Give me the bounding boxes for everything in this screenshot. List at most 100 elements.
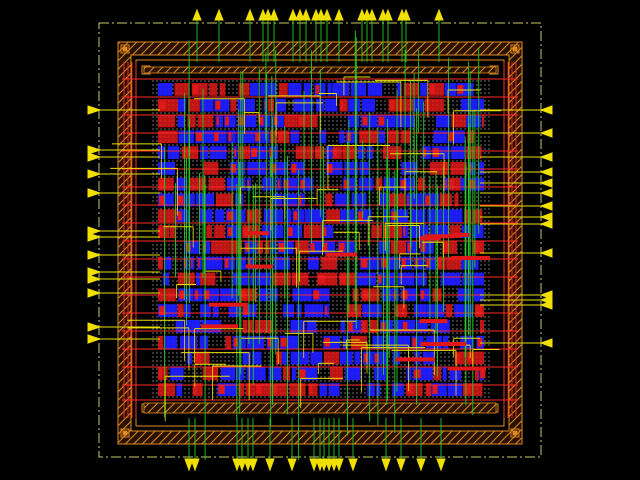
cell-pin [340, 274, 346, 284]
cell-pin [432, 148, 439, 157]
std-cell [197, 114, 214, 128]
wide-wire [452, 232, 470, 237]
cell-pin [322, 227, 327, 236]
pin-top [263, 8, 273, 21]
std-cell [464, 209, 472, 223]
std-cell [284, 114, 298, 128]
std-cell [325, 193, 333, 207]
cell-pin [159, 369, 163, 379]
cell-pin [378, 274, 382, 284]
cell-pin [450, 179, 454, 189]
cell-pin [159, 100, 166, 110]
std-cell [229, 241, 243, 254]
wide-wire [395, 357, 435, 362]
cell-pin [403, 227, 406, 236]
cell-pin [299, 369, 306, 379]
cell-pin [243, 306, 248, 315]
cell-pin [443, 243, 449, 252]
std-cell [424, 98, 445, 112]
cell-pin [283, 179, 289, 189]
cell-pin [269, 148, 273, 157]
cell-pin [414, 369, 421, 379]
cell-pin [455, 353, 460, 363]
std-cell [401, 304, 408, 317]
std-cell [339, 130, 345, 144]
std-cell [347, 114, 360, 128]
std-cell [319, 130, 327, 144]
pin-bottom [416, 458, 426, 472]
std-cell [362, 304, 382, 317]
io-pins[interactable] [87, 8, 553, 472]
std-cell [417, 177, 425, 191]
std-cell [188, 98, 200, 112]
std-cell [273, 193, 282, 207]
cell-pin [363, 353, 368, 363]
pin-left [87, 250, 102, 260]
cell-pin [291, 164, 297, 173]
cell-pin [214, 132, 219, 142]
std-cell [224, 114, 236, 128]
std-cell [158, 383, 176, 396]
std-cell [454, 351, 467, 365]
pin-left [87, 169, 102, 179]
cell-pin [340, 100, 344, 110]
std-cell [278, 83, 288, 96]
std-cell [263, 209, 284, 223]
std-cell [215, 193, 234, 207]
signal-routes [100, 20, 541, 460]
cell-pin [159, 306, 166, 315]
std-cell [367, 383, 375, 396]
std-cell [158, 114, 176, 128]
cell-pin [215, 100, 221, 110]
std-cell [392, 383, 404, 396]
std-cell [414, 256, 424, 270]
cell-pin [245, 243, 250, 252]
std-cell [177, 114, 185, 128]
cell-pin [381, 258, 388, 268]
std-cell [387, 272, 396, 286]
std-cell [187, 114, 196, 128]
std-cell [440, 272, 461, 286]
cell-pin [467, 353, 474, 363]
cell-pin [193, 385, 197, 394]
pin-top [401, 8, 411, 21]
std-cell [321, 256, 337, 270]
std-cell [265, 241, 270, 254]
std-cell [321, 225, 334, 238]
std-cell [199, 209, 213, 223]
cell-pin [445, 179, 447, 189]
pin-top [214, 8, 224, 21]
std-cell [170, 367, 184, 381]
cell-pin [468, 179, 475, 189]
std-cell [272, 272, 291, 286]
cell-pin [362, 322, 365, 331]
cell-pin [293, 211, 298, 221]
cell-pin [184, 258, 187, 268]
cell-pin [195, 353, 201, 363]
std-cell [319, 383, 327, 396]
cell-pin [440, 195, 445, 205]
pin-top [192, 8, 202, 21]
std-cell [179, 335, 197, 349]
std-cell [390, 241, 407, 254]
std-cell [420, 83, 428, 96]
wide-wire [243, 231, 269, 236]
pin-top [367, 8, 377, 21]
std-cell [238, 383, 244, 396]
pin-top [383, 8, 393, 21]
pin-left [87, 105, 102, 115]
std-cell [158, 83, 173, 96]
cell-pin [344, 179, 349, 189]
die-boundary [98, 22, 542, 458]
std-cell [371, 225, 383, 238]
wide-wire [245, 264, 273, 269]
cell-pin [230, 164, 236, 173]
std-cell [295, 146, 314, 159]
std-cell [369, 320, 379, 333]
std-cell [178, 130, 194, 144]
cell-pin [248, 322, 251, 331]
wide-wire [419, 319, 448, 324]
cell-pin [267, 337, 272, 347]
std-cell [183, 304, 191, 317]
